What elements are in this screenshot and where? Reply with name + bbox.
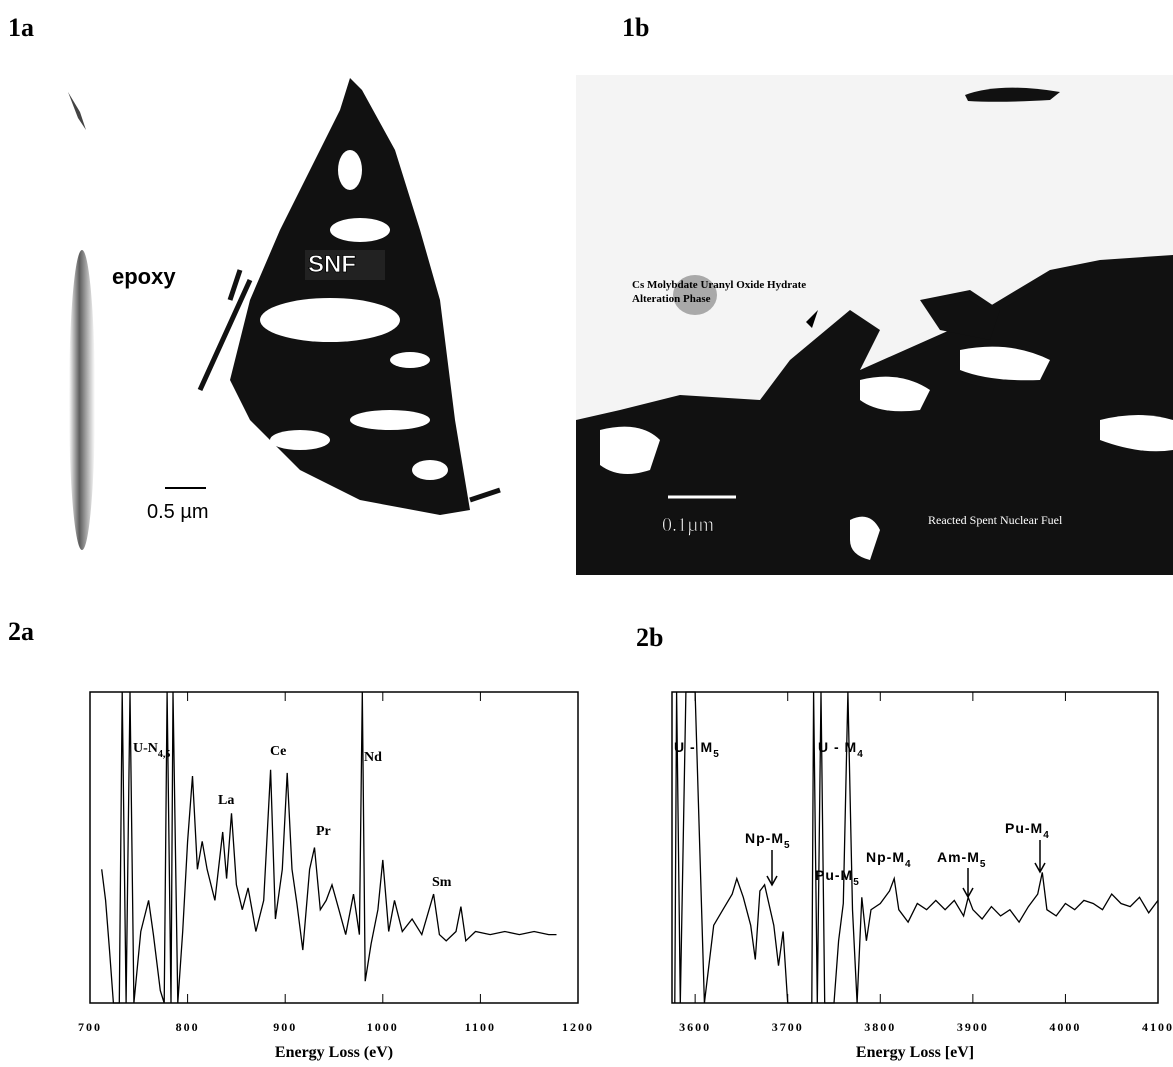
- annotation: Pr: [316, 824, 331, 839]
- panel-label: 1b: [622, 13, 649, 42]
- annotation: Pu-M4: [1005, 820, 1050, 841]
- panel-label: 2b: [636, 623, 663, 652]
- micrograph-1b: Cs Molybdate Uranyl Oxide Hydrate Altera…: [576, 75, 1173, 575]
- annotation-text: U - M: [674, 739, 713, 755]
- plot-frame: [90, 692, 578, 1003]
- x-tick-label: 3700: [772, 1020, 804, 1034]
- x-tick-label: 1000: [367, 1020, 399, 1034]
- x-tick-label: 900: [273, 1020, 297, 1034]
- annotation: La: [218, 793, 234, 808]
- plot-frame: [672, 692, 1158, 1003]
- annotation: U-N4,5: [133, 741, 170, 760]
- annotation: Am-M5: [937, 849, 986, 870]
- annotation-subscript: 5: [784, 840, 791, 851]
- annotation-text: U-N: [133, 741, 158, 756]
- panel-label: 2a: [8, 617, 34, 646]
- annotation-subscript: 5: [853, 877, 860, 888]
- annotation-subscript: 4,5: [158, 749, 171, 760]
- annotation-text: Np-M: [745, 830, 784, 846]
- scale-bar-label: 0.5 µm: [147, 501, 209, 523]
- annotation: Np-M4: [866, 849, 912, 870]
- micrograph-label: epoxy: [112, 264, 176, 289]
- x-axis-label: Energy Loss [eV]: [856, 1044, 974, 1061]
- annotation-text: Pr: [316, 824, 331, 839]
- annotation: Np-M5: [745, 830, 791, 851]
- panel-label: 1a: [8, 13, 34, 42]
- annotation-text: Ce: [270, 744, 286, 759]
- x-tick-label: 700: [78, 1020, 102, 1034]
- annotation: Sm: [432, 875, 452, 890]
- annotation-text: Pu-M: [1005, 820, 1043, 836]
- annotation-subscript: 5: [713, 749, 720, 760]
- annotation: Nd: [364, 750, 382, 765]
- spectrum-line: [675, 692, 1158, 1003]
- x-axis-label: Energy Loss (eV): [275, 1044, 393, 1061]
- micrograph-1a: epoxy SNF 0.5 µm: [68, 78, 500, 550]
- scale-bar-label: 0.1µm: [662, 514, 715, 536]
- annotation: U - M4: [818, 739, 864, 760]
- x-tick-label: 1100: [465, 1020, 496, 1034]
- annotation-text: Nd: [364, 750, 382, 765]
- figure: 1a 1b 2a 2b epoxy SNF 0.5 µm: [0, 0, 1173, 1067]
- x-tick-label: 800: [176, 1020, 200, 1034]
- x-tick-label: 4000: [1049, 1020, 1081, 1034]
- x-tick-label: 4100: [1142, 1020, 1173, 1034]
- x-tick-label: 3900: [957, 1020, 989, 1034]
- micrograph-label: Reacted Spent Nuclear Fuel: [928, 513, 1063, 527]
- annotation-subscript: 5: [980, 859, 987, 870]
- annotation-subscript: 4: [1043, 830, 1050, 841]
- annotation: Ce: [270, 744, 286, 759]
- annotation-text: Pu-M: [815, 867, 853, 883]
- annotation-subscript: 4: [857, 749, 864, 760]
- x-tick-label: 3800: [864, 1020, 896, 1034]
- annotation-text: La: [218, 793, 234, 808]
- micrograph-label: Alteration Phase: [632, 293, 711, 305]
- annotation-subscript: 4: [905, 859, 912, 870]
- annotation-text: U - M: [818, 739, 857, 755]
- spectrum-line: [102, 692, 557, 1003]
- annotation-text: Am-M: [937, 849, 980, 865]
- annotation-text: Sm: [432, 875, 452, 890]
- x-tick-label: 3600: [679, 1020, 711, 1034]
- micrograph-label: Cs Molybdate Uranyl Oxide Hydrate: [632, 279, 806, 291]
- annotation-text: Np-M: [866, 849, 905, 865]
- x-tick-label: 1200: [562, 1020, 594, 1034]
- micrograph-label: SNF: [308, 251, 356, 278]
- annotation: Pu-M5: [815, 867, 860, 888]
